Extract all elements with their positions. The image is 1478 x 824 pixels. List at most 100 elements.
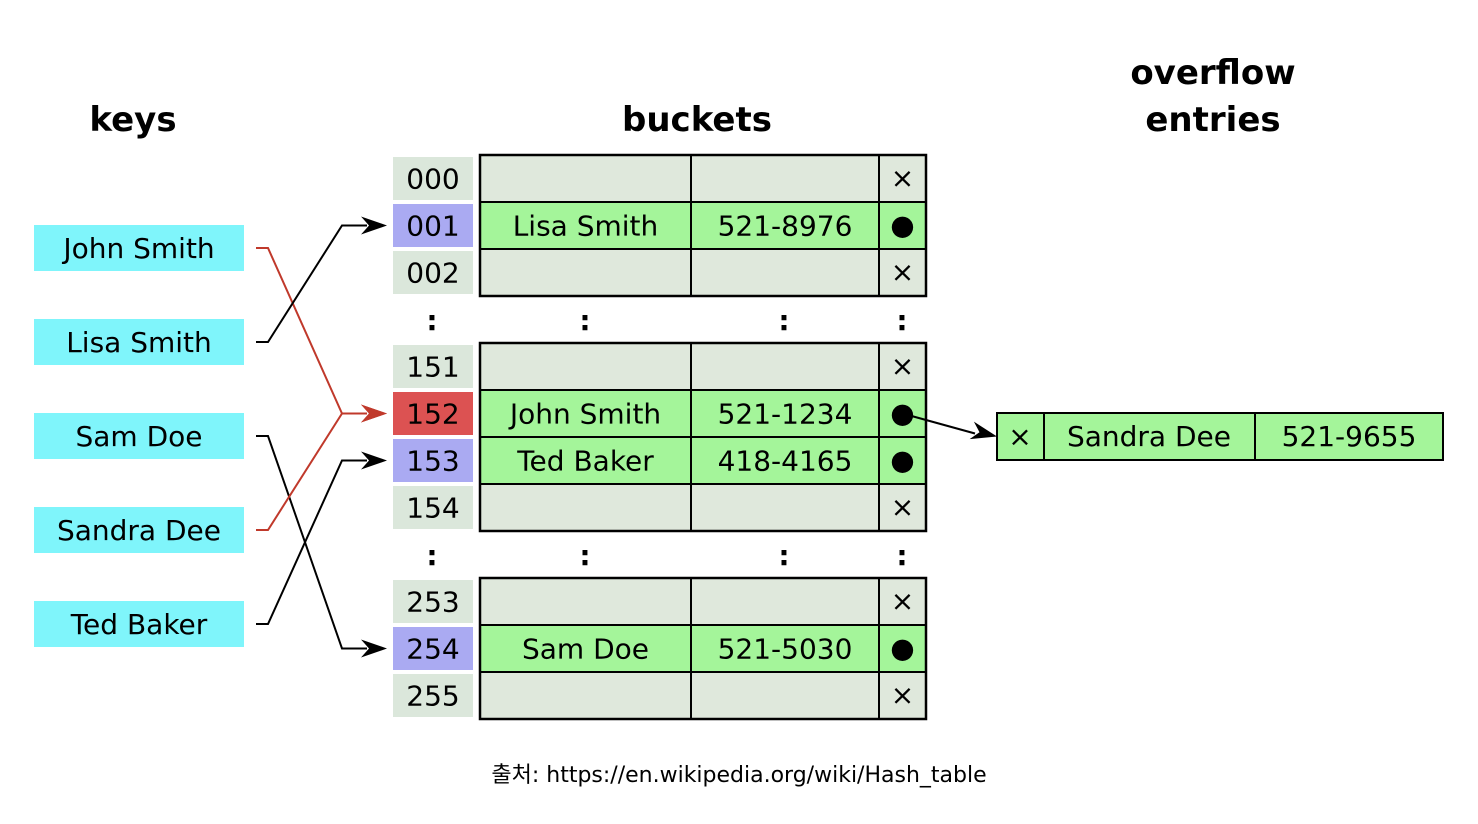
- bucket-link-cell: [878, 624, 927, 673]
- bucket-row: 255 ×: [393, 671, 927, 720]
- source-caption: 출처: https://en.wikipedia.org/wiki/Hash_t…: [491, 763, 986, 788]
- ellipsis-mark: :: [778, 539, 789, 572]
- bucket-row: 154 ×: [393, 483, 927, 532]
- bucket-row: 002 ×: [393, 248, 927, 297]
- bucket-group: 151 × 152 John Smith 521-1234 ● 153 Ted Baker 41…: [393, 341, 928, 533]
- bucket-index-box: [393, 204, 473, 247]
- bucket-name: John Smith: [508, 398, 661, 431]
- arrowhead: [361, 639, 387, 658]
- bucket-index: 254: [406, 633, 459, 666]
- ellipsis-mark: :: [579, 539, 590, 572]
- overflow-pointer-arrow: [902, 412, 997, 440]
- key-item: Ted Baker: [34, 601, 244, 647]
- key-box: [34, 413, 244, 459]
- bucket-index: 253: [406, 586, 459, 619]
- bucket-row: 152 John Smith 521-1234 ●: [393, 389, 927, 438]
- overflow-name-cell: [1043, 412, 1256, 461]
- bucket-row: 000 ×: [393, 154, 927, 203]
- bucket-phone-cell: [690, 154, 880, 203]
- overflow-link-cell: [996, 412, 1045, 461]
- buckets-header: buckets: [622, 100, 772, 140]
- arrowhead: [361, 404, 387, 423]
- bucket-index-box: [393, 251, 473, 294]
- bucket-name-cell: [479, 389, 692, 438]
- ellipsis-mark: :: [896, 304, 907, 337]
- bucket-row: 254 Sam Doe 521-5030 ●: [393, 624, 927, 673]
- bucket-phone-cell: [690, 483, 880, 532]
- ellipsis-mark: :: [426, 539, 437, 572]
- bucket-phone-cell: [690, 577, 880, 626]
- bucket-name-cell: [479, 483, 692, 532]
- bucket-index-box: [393, 439, 473, 482]
- bucket-row: 001 Lisa Smith 521-8976 ●: [393, 201, 927, 250]
- bucket-group: 253 × 254 Sam Doe 521-5030 ● 255 ×: [393, 576, 928, 721]
- arrow-line: [902, 412, 976, 435]
- key-box: [34, 601, 244, 647]
- arrowhead: [969, 421, 997, 440]
- pointer-dot-icon: ●: [890, 397, 914, 430]
- mapping-arrows: [256, 216, 997, 658]
- arrow-line: [256, 412, 358, 531]
- key-label: Sandra Dee: [57, 514, 221, 547]
- bucket-phone-cell: [690, 389, 880, 438]
- bucket-row: 253 ×: [393, 577, 927, 626]
- null-pointer-icon: ×: [891, 585, 914, 618]
- bucket-group-frame: [478, 153, 928, 298]
- bucket-name: Sam Doe: [522, 633, 649, 666]
- bucket-index: 152: [406, 398, 459, 431]
- arrow-line: [256, 224, 358, 343]
- overflow-entry: × Sandra Dee 521-9655: [996, 412, 1444, 461]
- bucket-index: 154: [406, 492, 459, 525]
- ellipsis-mark: :: [778, 304, 789, 337]
- bucket-index-box: [393, 392, 473, 435]
- key-to-bucket-arrow: [256, 435, 387, 658]
- key-item: Lisa Smith: [34, 319, 244, 365]
- ellipsis-mark: :: [426, 304, 437, 337]
- key-label: Sam Doe: [75, 420, 202, 453]
- bucket-group-frame: [478, 576, 928, 721]
- bucket-link-cell: [878, 201, 927, 250]
- overflow-phone: 521-9655: [1282, 420, 1417, 453]
- bucket-index: 153: [406, 445, 459, 478]
- bucket-index-box: [393, 486, 473, 529]
- bucket-name-cell: [479, 671, 692, 720]
- bucket-group: 000 × 001 Lisa Smith 521-8976 ● 002 ×: [393, 153, 928, 298]
- bucket-phone-cell: [690, 436, 880, 485]
- bucket-link-cell: [878, 671, 927, 720]
- key-item: Sam Doe: [34, 413, 244, 459]
- ellipsis-mark: :: [896, 539, 907, 572]
- bucket-link-cell: [878, 436, 927, 485]
- pointer-dot-icon: ●: [890, 632, 914, 665]
- key-box: [34, 507, 244, 553]
- bucket-index: 002: [406, 257, 459, 290]
- arrowhead: [361, 216, 387, 235]
- buckets-column: 000 × 001 Lisa Smith 521-8976 ● 002 × 151 × 152 Joh…: [393, 153, 928, 721]
- overflow-header-line1: overflow: [1130, 53, 1295, 93]
- ellipsis-row: ::::: [426, 539, 907, 572]
- bucket-name-cell: [479, 248, 692, 297]
- null-pointer-icon: ×: [891, 491, 914, 524]
- bucket-index: 255: [406, 680, 459, 713]
- bucket-group-frame: [478, 341, 928, 533]
- null-pointer-icon: ×: [891, 679, 914, 712]
- bucket-name-cell: [479, 577, 692, 626]
- bucket-index: 001: [406, 210, 459, 243]
- bucket-phone-cell: [690, 342, 880, 391]
- null-pointer-icon: ×: [891, 256, 914, 289]
- key-item: John Smith: [34, 225, 244, 271]
- bucket-phone-cell: [690, 671, 880, 720]
- bucket-row: 153 Ted Baker 418-4165 ●: [393, 436, 927, 485]
- key-box: [34, 319, 244, 365]
- key-label: John Smith: [61, 232, 214, 265]
- bucket-index-box: [393, 627, 473, 670]
- bucket-phone-cell: [690, 201, 880, 250]
- null-pointer-icon: ×: [891, 350, 914, 383]
- bucket-phone: 418-4165: [718, 445, 853, 478]
- ellipsis-row: ::::: [426, 304, 907, 337]
- ellipsis-mark: :: [579, 304, 590, 337]
- bucket-name-cell: [479, 342, 692, 391]
- key-to-bucket-arrow: [256, 216, 387, 343]
- key-box: [34, 225, 244, 271]
- key-to-bucket-arrow: [256, 451, 387, 625]
